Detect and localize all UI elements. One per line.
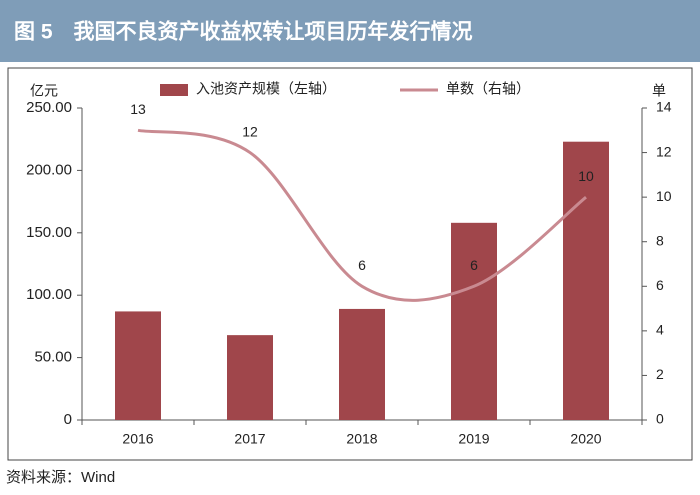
line	[137, 128, 587, 302]
x-tick-label: 2017	[234, 431, 265, 447]
data-label: 13	[130, 101, 146, 117]
y-tick-label: 0	[64, 411, 72, 428]
y2-axis-label: 单	[652, 83, 666, 99]
data-label: 12	[242, 123, 258, 139]
data-label: 6	[470, 257, 478, 273]
bar	[339, 308, 385, 420]
y2-tick-label: 6	[656, 277, 664, 293]
bar	[451, 222, 497, 420]
y2-tick-label: 14	[656, 99, 672, 115]
y-axis-label: 亿元	[30, 83, 58, 99]
legend-swatch	[160, 84, 188, 96]
y2-tick-label: 4	[656, 322, 664, 338]
title-bar	[0, 0, 700, 62]
y2-tick-label: 2	[656, 366, 664, 382]
bar	[563, 141, 609, 421]
bar	[227, 335, 273, 420]
data-label: 6	[358, 257, 366, 273]
x-tick-label: 2019	[458, 431, 489, 447]
y2-tick-label: 12	[656, 143, 672, 159]
chart-frame	[7, 67, 693, 461]
legend-label: 入池资产规模（左轴）	[196, 81, 336, 97]
bar	[115, 311, 161, 420]
y2-tick-label: 8	[656, 232, 664, 248]
y2-tick-label: 0	[656, 411, 664, 427]
x-tick-label: 2018	[346, 431, 377, 447]
y-tick-label: 250.00	[26, 99, 72, 116]
y2-tick-label: 10	[656, 188, 672, 204]
y-tick-label: 50.00	[34, 349, 72, 366]
y-tick-label: 200.00	[26, 161, 72, 178]
x-tick-label: 2020	[570, 431, 601, 447]
y-tick-label: 150.00	[26, 224, 72, 241]
chart-title: 图 5 我国不良资产收益权转让项目历年发行情况	[14, 20, 473, 44]
x-tick-label: 2016	[122, 431, 153, 447]
source-note: 资料来源：Wind	[6, 469, 115, 486]
y-tick-label: 100.00	[26, 286, 72, 303]
data-label: 10	[578, 168, 594, 184]
legend-label: 单数（右轴）	[446, 81, 530, 97]
